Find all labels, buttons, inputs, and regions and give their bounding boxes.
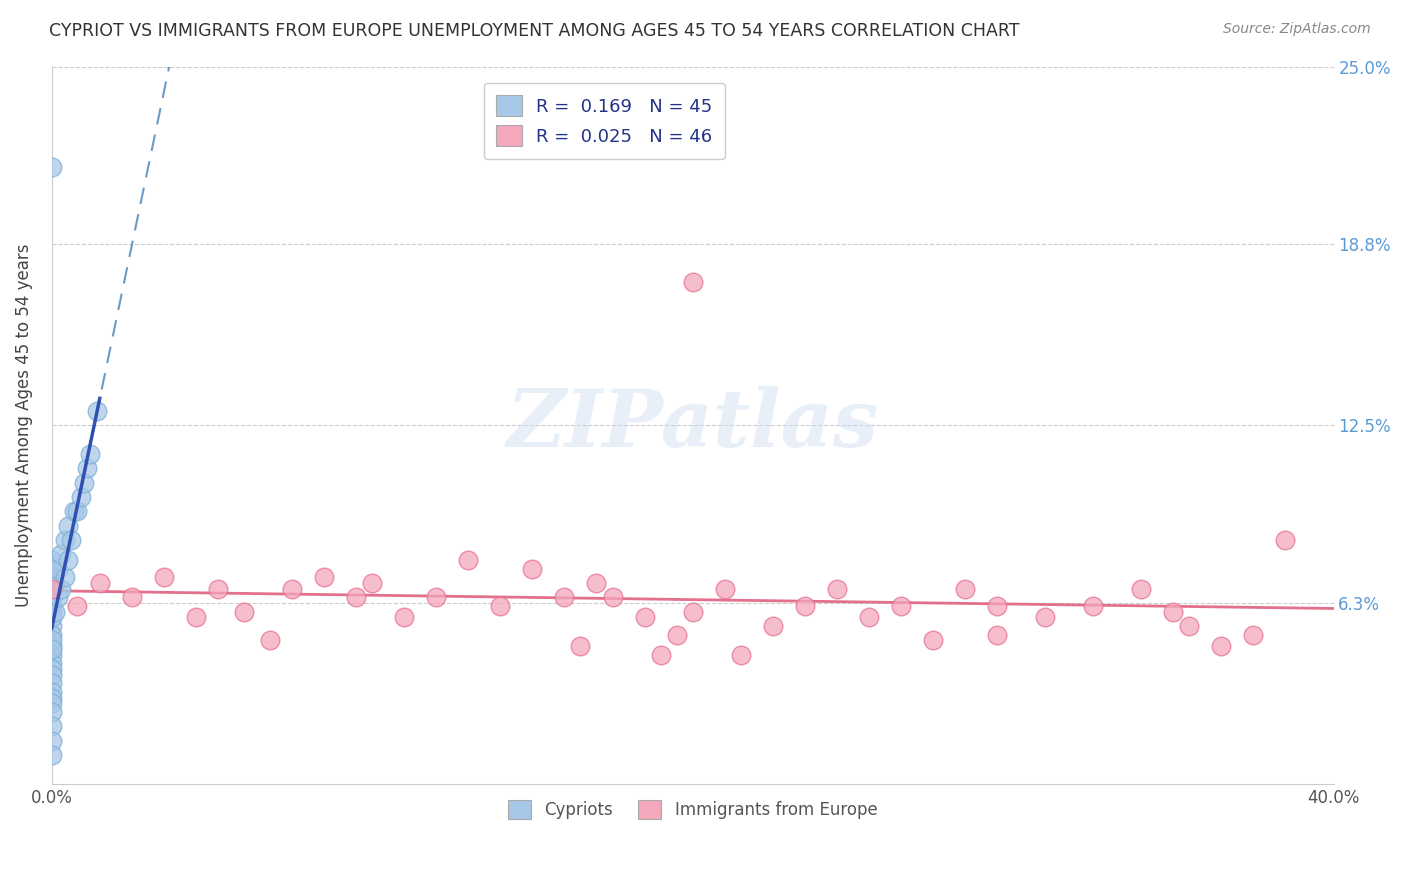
Point xyxy=(1274,533,1296,547)
Point xyxy=(41,610,63,624)
Point xyxy=(41,570,63,584)
Point xyxy=(79,447,101,461)
Point xyxy=(69,490,91,504)
Point xyxy=(51,582,73,596)
Point xyxy=(922,633,945,648)
Point xyxy=(41,627,63,641)
Text: CYPRIOT VS IMMIGRANTS FROM EUROPE UNEMPLOYMENT AMONG AGES 45 TO 54 YEARS CORRELA: CYPRIOT VS IMMIGRANTS FROM EUROPE UNEMPL… xyxy=(49,22,1019,40)
Point xyxy=(121,591,143,605)
Point xyxy=(344,591,367,605)
Point xyxy=(207,582,229,596)
Point xyxy=(41,561,63,575)
Point xyxy=(41,582,63,596)
Point xyxy=(41,657,63,671)
Point xyxy=(41,639,63,653)
Point xyxy=(633,610,655,624)
Point xyxy=(41,719,63,733)
Point xyxy=(1161,605,1184,619)
Point xyxy=(46,561,69,575)
Point xyxy=(76,461,98,475)
Point xyxy=(1083,599,1105,613)
Point xyxy=(953,582,976,596)
Legend: Cypriots, Immigrants from Europe: Cypriots, Immigrants from Europe xyxy=(501,793,884,826)
Point xyxy=(1211,639,1233,653)
Point xyxy=(569,639,592,653)
Point xyxy=(665,627,688,641)
Point xyxy=(730,648,752,662)
Point xyxy=(553,591,575,605)
Point xyxy=(825,582,848,596)
Point xyxy=(44,605,66,619)
Point xyxy=(59,533,82,547)
Point xyxy=(41,599,63,613)
Point xyxy=(394,610,416,624)
Point xyxy=(858,610,880,624)
Point xyxy=(41,705,63,719)
Point xyxy=(41,690,63,705)
Text: ZIPatlas: ZIPatlas xyxy=(506,386,879,464)
Point xyxy=(66,504,89,518)
Point xyxy=(602,591,624,605)
Point xyxy=(233,605,256,619)
Point xyxy=(41,697,63,711)
Y-axis label: Unemployment Among Ages 45 to 54 years: Unemployment Among Ages 45 to 54 years xyxy=(15,244,32,607)
Point xyxy=(650,648,672,662)
Point xyxy=(56,518,79,533)
Text: Source: ZipAtlas.com: Source: ZipAtlas.com xyxy=(1223,22,1371,37)
Point xyxy=(314,570,336,584)
Point xyxy=(361,576,384,591)
Point xyxy=(41,733,63,747)
Point xyxy=(682,605,704,619)
Point xyxy=(63,504,86,518)
Point xyxy=(41,591,63,605)
Point xyxy=(713,582,735,596)
Point xyxy=(41,605,63,619)
Point xyxy=(184,610,207,624)
Point xyxy=(41,633,63,648)
Point xyxy=(41,667,63,681)
Point xyxy=(41,641,63,656)
Point xyxy=(41,576,63,591)
Point xyxy=(41,747,63,762)
Point xyxy=(1178,619,1201,633)
Point xyxy=(259,633,281,648)
Point xyxy=(986,627,1008,641)
Point xyxy=(41,685,63,699)
Point xyxy=(1033,610,1056,624)
Point xyxy=(425,591,447,605)
Point xyxy=(682,275,704,289)
Point xyxy=(41,648,63,662)
Point xyxy=(86,404,108,418)
Point xyxy=(457,553,479,567)
Point xyxy=(46,591,69,605)
Point xyxy=(890,599,912,613)
Point xyxy=(489,599,512,613)
Point xyxy=(56,553,79,567)
Point xyxy=(51,547,73,561)
Point xyxy=(41,160,63,174)
Point xyxy=(986,599,1008,613)
Point xyxy=(44,576,66,591)
Point xyxy=(41,676,63,690)
Point xyxy=(53,570,76,584)
Point xyxy=(153,570,176,584)
Point xyxy=(53,533,76,547)
Point xyxy=(281,582,304,596)
Point xyxy=(41,582,63,596)
Point xyxy=(41,662,63,676)
Point xyxy=(793,599,815,613)
Point xyxy=(585,576,607,591)
Point xyxy=(89,576,111,591)
Point xyxy=(522,561,544,575)
Point xyxy=(1241,627,1264,641)
Point xyxy=(66,599,89,613)
Point xyxy=(1130,582,1153,596)
Point xyxy=(41,553,63,567)
Point xyxy=(41,619,63,633)
Point xyxy=(73,475,96,490)
Point xyxy=(762,619,785,633)
